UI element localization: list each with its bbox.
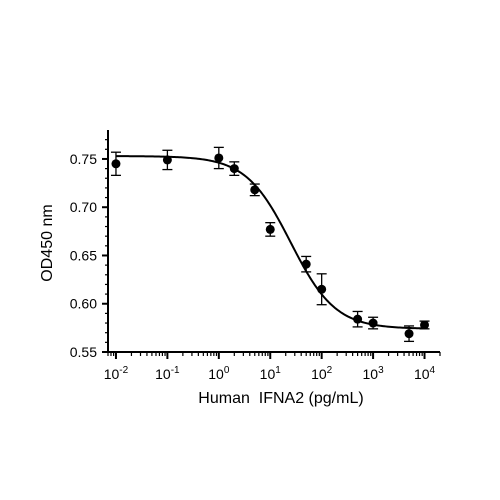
y-tick-label: 0.75	[70, 151, 97, 167]
y-tick-label: 0.60	[70, 296, 97, 312]
x-tick-label: 10-1	[155, 365, 180, 382]
data-point	[111, 159, 121, 169]
x-tick-label: 102	[311, 365, 333, 382]
data-point	[250, 185, 260, 195]
x-tick-label: 100	[208, 365, 230, 382]
data-point	[301, 259, 311, 269]
data-point	[265, 224, 275, 234]
x-tick-label: 10-2	[104, 365, 129, 382]
ticks: 0.55 0.60 0.65 0.70 0.75 10-2 10-1 100 101 102 103…	[70, 139, 441, 382]
data-point	[317, 284, 327, 294]
data-point	[229, 164, 239, 174]
fit-curve	[115, 155, 425, 330]
x-axis-label: Human IFNA2 (pg/mL)	[198, 390, 363, 407]
data-point	[214, 153, 224, 163]
data-point	[162, 155, 172, 165]
fit-curve-group	[115, 155, 425, 330]
x-tick-label: 101	[260, 365, 282, 382]
error-bars	[110, 146, 430, 343]
y-axis-label: OD450 nm	[39, 204, 56, 281]
axes	[107, 130, 440, 353]
data-points	[111, 153, 430, 339]
data-point	[353, 314, 363, 324]
y-tick-label: 0.65	[70, 247, 97, 263]
x-tick-label: 103	[363, 365, 385, 382]
y-tick-label: 0.70	[70, 199, 97, 215]
data-point	[404, 329, 414, 339]
data-point	[420, 320, 430, 330]
y-tick-label: 0.55	[70, 344, 97, 360]
x-tick-label: 104	[414, 365, 436, 382]
data-point	[368, 318, 378, 328]
